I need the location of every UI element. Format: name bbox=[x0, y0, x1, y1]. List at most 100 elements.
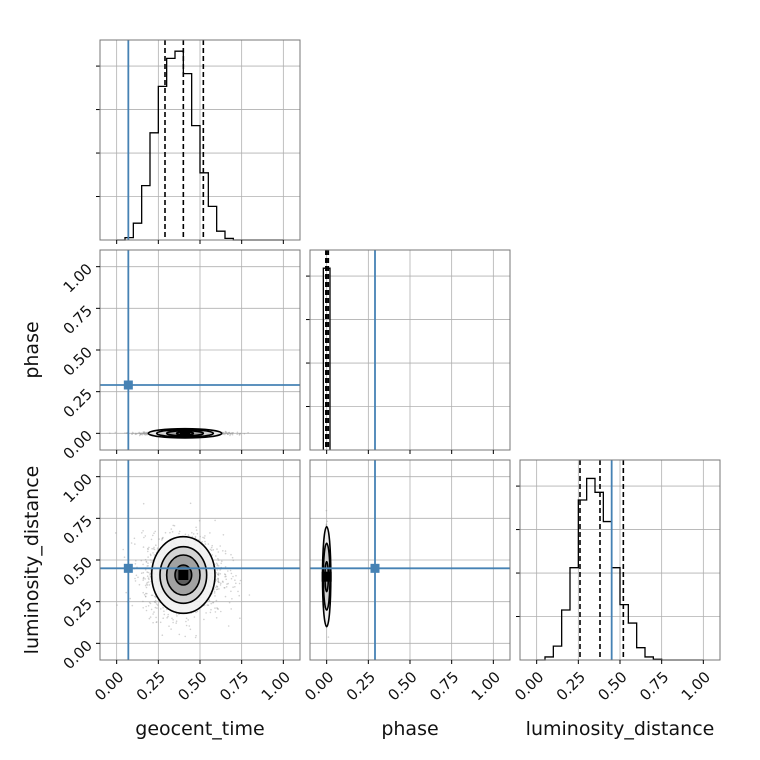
sample-point bbox=[139, 433, 142, 436]
sample-point bbox=[194, 535, 197, 538]
sample-point bbox=[202, 536, 204, 539]
sample-point bbox=[218, 581, 220, 584]
marks-layer bbox=[100, 40, 704, 661]
sample-point bbox=[220, 582, 222, 584]
sample-point bbox=[231, 433, 234, 436]
sample-point bbox=[208, 600, 211, 602]
sample-point bbox=[153, 532, 155, 534]
sample-point bbox=[194, 636, 197, 639]
sample-point bbox=[230, 590, 232, 593]
sample-point bbox=[162, 607, 164, 609]
sample-point bbox=[217, 580, 220, 582]
sample-point bbox=[166, 617, 168, 619]
sample-point bbox=[142, 431, 145, 433]
sample-point bbox=[145, 432, 147, 435]
sample-point bbox=[230, 553, 232, 556]
sample-point bbox=[325, 524, 328, 526]
sample-point bbox=[131, 431, 134, 434]
sample-point bbox=[125, 432, 128, 434]
y-tick-label: 0.25 bbox=[60, 385, 96, 421]
sample-point bbox=[114, 431, 117, 434]
sample-point bbox=[147, 581, 150, 583]
sample-point bbox=[237, 590, 239, 593]
sample-point bbox=[137, 576, 139, 579]
sample-point bbox=[210, 546, 213, 549]
y-tick-label: 0.75 bbox=[60, 302, 96, 338]
sample-point bbox=[193, 616, 196, 618]
sample-point bbox=[150, 594, 153, 597]
x-tick-label: 0.00 bbox=[511, 668, 547, 704]
sample-point bbox=[168, 625, 170, 627]
sample-point bbox=[146, 581, 149, 584]
x-tick-label: 0.50 bbox=[594, 668, 630, 704]
sample-point bbox=[139, 432, 142, 435]
sample-point bbox=[138, 583, 141, 586]
sample-point bbox=[189, 502, 192, 505]
sample-point bbox=[149, 572, 151, 574]
sample-point bbox=[215, 617, 218, 619]
sample-point bbox=[131, 433, 133, 435]
sample-point bbox=[154, 606, 157, 609]
y-tick-label: 0.75 bbox=[60, 512, 96, 548]
sample-point bbox=[220, 562, 222, 565]
sample-point bbox=[150, 554, 152, 557]
sample-point bbox=[229, 569, 232, 572]
sample-point bbox=[231, 598, 233, 600]
sample-point bbox=[161, 634, 164, 636]
sample-point bbox=[230, 608, 232, 610]
sample-point bbox=[155, 596, 157, 599]
sample-point bbox=[211, 554, 213, 556]
sample-point bbox=[149, 553, 152, 556]
sample-point bbox=[230, 572, 233, 575]
sample-point bbox=[172, 621, 174, 624]
sample-point bbox=[146, 431, 148, 434]
sample-point bbox=[222, 534, 225, 536]
sample-point bbox=[216, 585, 218, 588]
sample-point bbox=[210, 608, 212, 611]
y-tick-label: 0.25 bbox=[60, 595, 96, 631]
sample-point bbox=[142, 579, 144, 581]
y-tick-label: 0.00 bbox=[60, 427, 96, 463]
sample-point bbox=[147, 565, 149, 567]
sample-point bbox=[229, 432, 231, 435]
sample-point bbox=[224, 573, 226, 575]
sample-point bbox=[204, 535, 206, 537]
sample-point bbox=[224, 433, 226, 436]
sample-point bbox=[116, 604, 118, 606]
sample-point bbox=[215, 599, 218, 602]
sample-point bbox=[229, 433, 232, 435]
sample-point bbox=[216, 548, 218, 550]
sample-point bbox=[225, 431, 227, 433]
sample-point bbox=[144, 595, 147, 598]
sample-point bbox=[152, 534, 154, 537]
sample-point bbox=[187, 619, 189, 621]
sample-point bbox=[214, 595, 216, 597]
sample-point bbox=[215, 588, 218, 591]
sample-point bbox=[148, 584, 151, 586]
sample-point bbox=[226, 583, 228, 585]
sample-point bbox=[171, 617, 173, 620]
sample-point bbox=[135, 559, 137, 562]
sample-point bbox=[144, 434, 147, 436]
sample-point bbox=[232, 575, 234, 578]
density-peak-phase-vs-luminosity_distance bbox=[321, 571, 332, 582]
sample-point bbox=[142, 432, 145, 435]
sample-point bbox=[161, 537, 164, 539]
contour-geocent_time-vs-luminosity_distance-1 bbox=[165, 554, 201, 596]
sample-point bbox=[124, 432, 126, 434]
sample-point bbox=[195, 526, 197, 529]
sample-point bbox=[164, 531, 167, 534]
sample-point bbox=[149, 616, 152, 618]
sample-point bbox=[122, 548, 124, 551]
sample-point bbox=[194, 537, 197, 539]
contour-geocent_time-vs-luminosity_distance-0 bbox=[174, 564, 193, 586]
sample-point bbox=[173, 524, 176, 527]
sample-point bbox=[209, 548, 212, 551]
sample-point bbox=[155, 621, 158, 624]
sample-point bbox=[139, 433, 142, 436]
sample-point bbox=[135, 574, 138, 577]
sample-point bbox=[145, 583, 148, 585]
sample-point bbox=[212, 549, 215, 551]
sample-point bbox=[214, 607, 216, 609]
x-tick-label: 1.00 bbox=[258, 668, 294, 704]
